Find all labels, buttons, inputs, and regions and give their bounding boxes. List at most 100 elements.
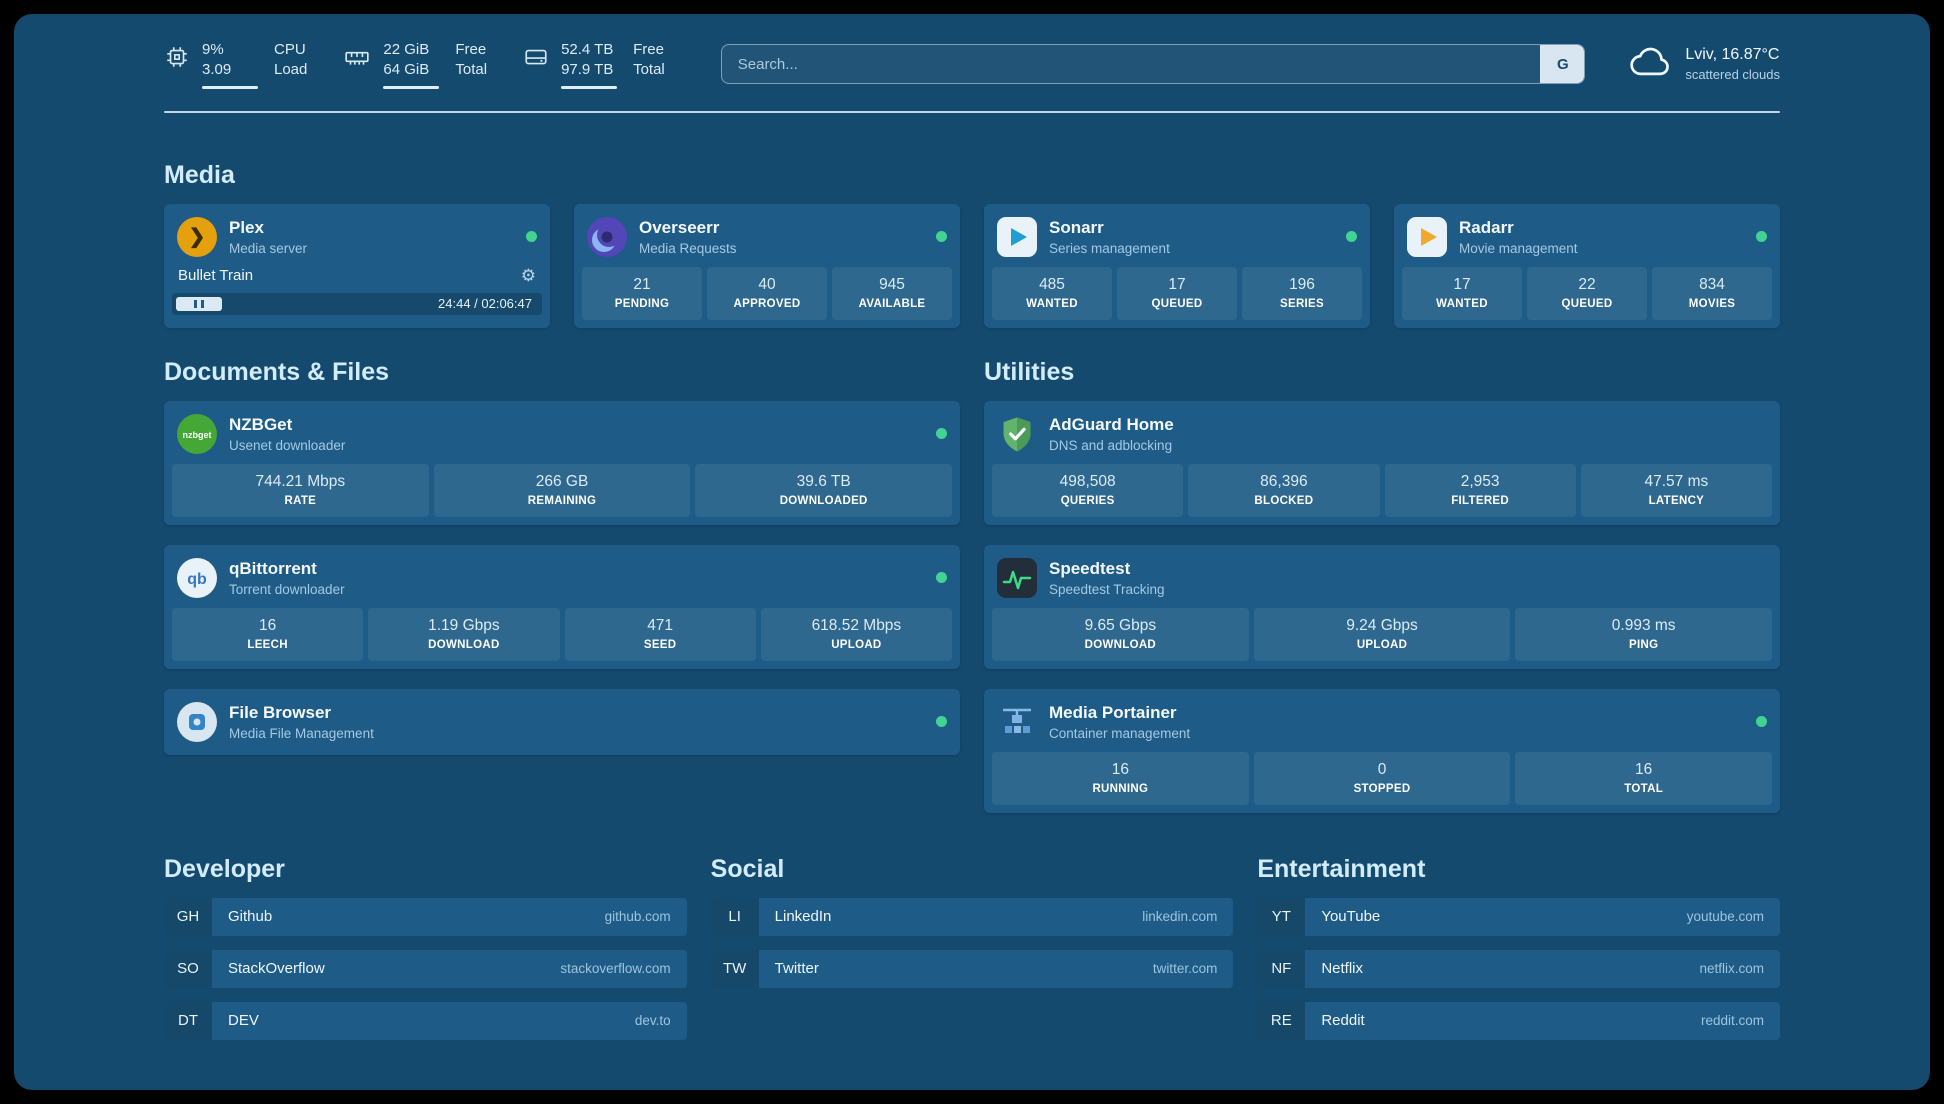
service-name: AdGuard Home [1049, 414, 1174, 434]
stat-value: 17 [1168, 275, 1186, 293]
service-subtitle: Media server [229, 240, 308, 256]
bookmark-abbr: LI [710, 897, 759, 936]
cpu-underline-bar [202, 85, 258, 89]
bookmark-github[interactable]: GH Github github.com [164, 897, 687, 936]
stat-box: 16 TOTAL [1515, 751, 1773, 805]
bookmark-domain: youtube.com [1686, 909, 1764, 924]
stat-box: 0 STOPPED [1253, 751, 1511, 805]
bookmark-domain: reddit.com [1700, 1013, 1764, 1028]
stats-row: 16 RUNNING 0 STOPPED 16 TOTAL [992, 751, 1773, 805]
bookmark-stackoverflow[interactable]: SO StackOverflow stackoverflow.com [164, 949, 687, 988]
stat-label: QUEUED [1151, 297, 1203, 310]
stats-row: 9.65 Gbps DOWNLOAD 9.24 Gbps UPLOAD 0.99… [992, 607, 1773, 661]
stat-box: 744.21 Mbps RATE [172, 463, 429, 517]
stat-box: 2,953 FILTERED [1384, 463, 1576, 517]
search-input[interactable] [721, 45, 1541, 84]
service-card-overseerr[interactable]: Overseerr Media Requests 21 PENDING 40 A… [574, 203, 960, 328]
service-card-portainer[interactable]: Media Portainer Container management 16 … [984, 688, 1780, 813]
homepage-dashboard: 9% 3.09 CPU Load [14, 14, 1930, 1090]
service-card-plex[interactable]: ❯ Plex Media server Bullet Train ⚙ 24:44… [164, 203, 550, 328]
disk-free-value: 52.4 TB [561, 41, 614, 58]
stat-box: 485 WANTED [992, 266, 1112, 320]
weather-widget: Lviv, 16.87°C scattered clouds [1629, 46, 1780, 83]
service-name: Plex [229, 217, 264, 237]
pause-button[interactable] [176, 296, 222, 311]
stat-label: LATENCY [1648, 494, 1705, 507]
bookmark-group-developer: Developer GH Github github.com SO StackO… [164, 855, 687, 1040]
stat-value: 22 [1578, 275, 1596, 293]
stat-box: 21 PENDING [582, 266, 702, 320]
stat-label: WANTED [1026, 297, 1078, 310]
stat-label: DOWNLOAD [428, 638, 500, 651]
bookmark-reddit[interactable]: RE Reddit reddit.com [1257, 1001, 1780, 1040]
stat-box: 471 SEED [564, 607, 756, 661]
search-engine-button[interactable]: G [1540, 45, 1585, 84]
disk-total-label: Total [633, 61, 665, 79]
service-name: NZBGet [229, 414, 293, 434]
bookmark-netflix[interactable]: NF Netflix netflix.com [1257, 949, 1780, 988]
service-card-qbittorrent[interactable]: qb qBittorrent Torrent downloader 16 LEE… [164, 544, 960, 669]
weather-condition: scattered clouds [1685, 67, 1780, 83]
stat-label: MOVIES [1688, 297, 1736, 310]
system-stats: 9% 3.09 CPU Load [164, 40, 665, 89]
bookmark-name: Netflix [1321, 960, 1364, 977]
stats-row: 16 LEECH 1.19 Gbps DOWNLOAD 471 SEED 6 [172, 607, 952, 661]
nzbget-icon: nzbget [177, 413, 217, 454]
disk-free-label: Free [633, 41, 664, 58]
top-bar: 9% 3.09 CPU Load [164, 40, 1780, 89]
bookmark-abbr: TW [710, 949, 759, 988]
bookmark-domain: dev.to [634, 1013, 671, 1028]
stat-value: 21 [633, 275, 651, 293]
service-card-radarr[interactable]: Radarr Movie management 17 WANTED 22 QUE… [1394, 203, 1780, 328]
stat-label: QUEUED [1561, 297, 1613, 310]
bookmark-group-entertainment: Entertainment YT YouTube youtube.com NF … [1257, 855, 1780, 1040]
stat-box: 1.19 Gbps DOWNLOAD [368, 607, 560, 661]
service-subtitle: Movie management [1459, 240, 1578, 256]
stat-value: 471 [647, 616, 674, 634]
memory-total-value: 64 GiB [383, 61, 430, 79]
service-card-sonarr[interactable]: Sonarr Series management 485 WANTED 17 Q… [984, 203, 1370, 328]
bookmark-name: Github [228, 908, 273, 925]
service-subtitle: Speedtest Tracking [1049, 581, 1165, 597]
bookmark-twitter[interactable]: TW Twitter twitter.com [710, 949, 1234, 988]
service-card-adguard[interactable]: AdGuard Home DNS and adblocking 498,508 … [984, 400, 1780, 525]
stat-label: BLOCKED [1254, 494, 1314, 507]
stat-label: LEECH [247, 638, 288, 651]
bookmark-linkedin[interactable]: LI LinkedIn linkedin.com [710, 897, 1234, 936]
stat-value: 2,953 [1460, 472, 1500, 490]
status-dot [526, 231, 537, 242]
bookmark-abbr: RE [1257, 1001, 1306, 1040]
gear-icon[interactable]: ⚙ [520, 265, 536, 285]
bookmark-domain: linkedin.com [1142, 909, 1218, 924]
stat-value: 945 [879, 275, 905, 293]
stat-value: 618.52 Mbps [811, 616, 902, 634]
utilities-section-title: Utilities [984, 357, 1075, 386]
bookmark-dev[interactable]: DT DEV dev.to [164, 1001, 687, 1040]
portainer-card-header: Media Portainer Container management [992, 697, 1772, 752]
service-card-nzbget[interactable]: nzbget NZBGet Usenet downloader 744.21 M… [164, 400, 960, 525]
stat-value: 40 [758, 275, 776, 293]
stat-box: 9.65 Gbps DOWNLOAD [992, 607, 1249, 661]
service-subtitle: Usenet downloader [229, 437, 346, 453]
overseerr-card-header: Overseerr Media Requests [582, 212, 952, 267]
service-subtitle: DNS and adblocking [1049, 437, 1173, 453]
stat-box: 0.993 ms PING [1515, 607, 1773, 661]
media-section-title: Media [164, 160, 235, 189]
memory-icon [343, 44, 371, 75]
bookmark-name: LinkedIn [774, 908, 832, 925]
bookmark-youtube[interactable]: YT YouTube youtube.com [1257, 897, 1780, 936]
service-card-filebrowser[interactable]: File Browser Media File Management [164, 688, 960, 755]
disk-labels: Free Total [633, 40, 665, 89]
disk-total-value: 97.9 TB [561, 61, 614, 79]
service-name: Media Portainer [1049, 702, 1177, 722]
memory-stat-widget: 22 GiB 64 GiB Free Total [343, 40, 487, 89]
bookmark-group-social: Social LI LinkedIn linkedin.com TW Twitt… [710, 855, 1234, 1040]
filebrowser-card-header: File Browser Media File Management [172, 697, 952, 747]
cpu-load-value: 3.09 [202, 61, 232, 79]
memory-values: 22 GiB 64 GiB [383, 40, 440, 89]
bookmark-name: Twitter [774, 960, 819, 977]
media-grid: ❯ Plex Media server Bullet Train ⚙ 24:44… [164, 203, 1780, 328]
service-card-speedtest[interactable]: Speedtest Speedtest Tracking 9.65 Gbps D… [984, 544, 1780, 669]
sonarr-card-header: Sonarr Series management [992, 212, 1362, 267]
disk-stat-widget: 52.4 TB 97.9 TB Free Total [523, 40, 665, 89]
